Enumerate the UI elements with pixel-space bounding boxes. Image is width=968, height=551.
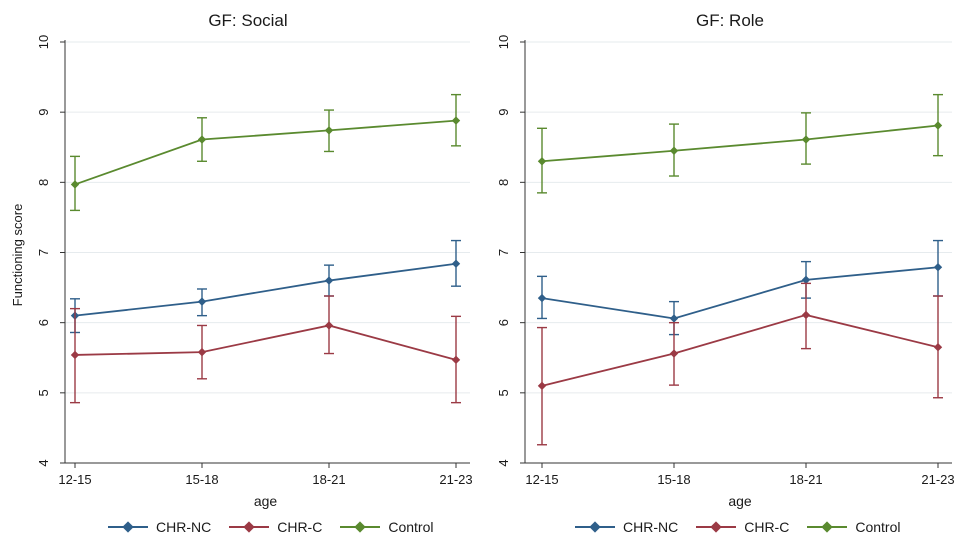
x-tick-label: 18-21: [312, 472, 345, 487]
series-line: [541, 314, 939, 387]
data-point: [669, 146, 679, 155]
data-point: [669, 314, 679, 323]
panel-gf-role: GF: Role 4 5 6 7 8 9 10 12-15 15-18 18-21 21-23 age: [496, 11, 955, 509]
series-line: [74, 324, 457, 361]
x-tick-label: 18-21: [789, 472, 822, 487]
x-tick-label: 21-23: [921, 472, 954, 487]
data-point: [324, 321, 334, 330]
data-point: [537, 381, 547, 391]
data-point: [451, 259, 461, 268]
chart-title: GF: Social: [208, 11, 287, 30]
x-tick-label: 12-15: [58, 472, 91, 487]
legend-swatch: [696, 520, 737, 534]
series-control: [537, 93, 943, 194]
legend-right: CHR-NC CHR-C Control: [575, 519, 918, 535]
y-tick-label: 8: [36, 179, 51, 186]
x-axis-title: age: [254, 493, 278, 509]
legend-swatch: [340, 520, 381, 534]
series-control: [70, 93, 461, 212]
y-tick-label: 10: [36, 35, 51, 49]
legend-swatch: [229, 520, 270, 534]
data-point: [324, 126, 334, 135]
legend-label: Control: [855, 519, 901, 535]
data-point: [451, 355, 461, 365]
data-point: [801, 135, 811, 144]
legend-item-chr-nc: CHR-NC: [108, 519, 211, 535]
data-point: [801, 275, 811, 285]
legend-label: CHR-NC: [156, 519, 212, 535]
data-point: [70, 350, 80, 360]
data-point: [933, 263, 943, 272]
y-tick-label: 8: [496, 179, 511, 186]
legend-item-chr-nc: CHR-NC: [575, 519, 678, 535]
y-tick-label: 5: [496, 389, 511, 396]
series-line: [541, 266, 939, 320]
x-tick-label: 15-18: [185, 472, 218, 487]
legend-label: CHR-C: [744, 519, 790, 535]
series-chr-nc: [537, 239, 943, 336]
series-chr-c: [70, 295, 461, 404]
legend-item-control: Control: [340, 519, 433, 535]
y-tick-label: 4: [496, 459, 511, 466]
y-tick-label: 7: [496, 249, 511, 256]
data-point: [451, 116, 461, 125]
legend-item-chr-c: CHR-C: [229, 519, 322, 535]
data-point: [324, 276, 334, 285]
legend-swatch: [807, 520, 848, 534]
legend-label: Control: [388, 519, 434, 535]
data-point: [197, 297, 207, 306]
series-line: [541, 124, 939, 163]
data-point: [537, 293, 547, 303]
data-point: [197, 135, 207, 144]
legend-item-control: Control: [807, 519, 900, 535]
x-tick-label: 21-23: [439, 472, 472, 487]
x-tick-label: 12-15: [525, 472, 558, 487]
data-point: [801, 310, 811, 320]
data-point: [669, 349, 679, 358]
y-tick-label: 5: [36, 389, 51, 396]
legend-label: CHR-NC: [623, 519, 679, 535]
y-axis-title: Functioning score: [10, 204, 25, 307]
data-point: [933, 343, 943, 352]
legend-swatch: [575, 520, 615, 534]
series-chr-c: [537, 282, 943, 446]
legend-item-chr-c: CHR-C: [696, 519, 789, 535]
y-tick-label: 6: [496, 319, 511, 326]
data-point: [70, 180, 80, 189]
series-line: [74, 262, 457, 317]
chart-title: GF: Role: [696, 11, 764, 30]
legend-left: CHR-NC CHR-C Control: [108, 519, 451, 535]
y-tick-label: 10: [496, 35, 511, 49]
y-tick-label: 9: [496, 109, 511, 116]
x-axis-title: age: [728, 493, 752, 509]
x-tick-label: 15-18: [657, 472, 690, 487]
series-line: [74, 119, 457, 186]
panel-gf-social: GF: Social 4 5 6 7 8 9 10 12-15 15-18 18-21 21-23 ag…: [36, 11, 473, 509]
legend-swatch: [108, 520, 148, 534]
data-point: [537, 157, 547, 166]
legend-label: CHR-C: [277, 519, 323, 535]
data-point: [933, 121, 943, 130]
y-tick-label: 4: [36, 459, 51, 466]
data-point: [197, 347, 207, 357]
y-tick-label: 9: [36, 109, 51, 116]
series-chr-nc: [70, 239, 461, 334]
y-tick-label: 6: [36, 319, 51, 326]
y-tick-label: 7: [36, 249, 51, 256]
